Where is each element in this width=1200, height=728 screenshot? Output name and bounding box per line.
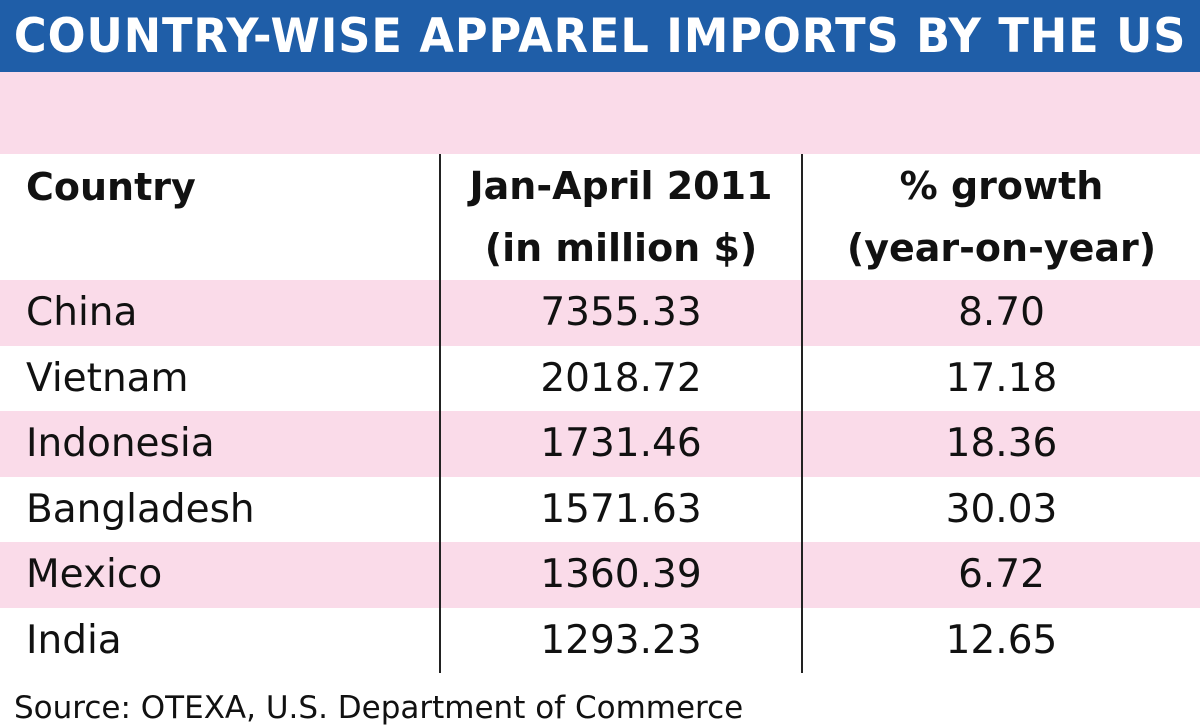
- growth-cell: 12.65: [801, 607, 1200, 673]
- column-header-imports: Jan-April 2011 (in million $): [439, 154, 802, 280]
- table-row: Mexico 1360.39 6.72: [0, 542, 1200, 608]
- table-row: India 1293.23 12.65: [0, 607, 1200, 673]
- source-note: Source: OTEXA, U.S. Department of Commer…: [14, 690, 744, 726]
- growth-cell: 6.72: [801, 542, 1200, 608]
- growth-cell: 18.36: [801, 411, 1200, 477]
- imports-cell: 1360.39: [439, 542, 802, 608]
- imports-cell: 1293.23: [439, 607, 802, 673]
- column-header-growth-line2: (year-on-year): [846, 226, 1157, 270]
- country-cell: China: [0, 280, 440, 346]
- country-cell: Bangladesh: [0, 476, 440, 542]
- imports-cell: 1571.63: [439, 476, 802, 542]
- column-header-growth: % growth (year-on-year): [801, 154, 1200, 280]
- growth-cell: 30.03: [801, 476, 1200, 542]
- imports-cell: 1731.46: [439, 411, 802, 477]
- header-row: Country Jan-April 2011 (in million $) % …: [0, 154, 1200, 280]
- country-cell: India: [0, 607, 440, 673]
- imports-cell: 2018.72: [439, 345, 802, 411]
- column-header-country-label: Country: [26, 165, 196, 209]
- column-header-growth-line1: % growth: [899, 164, 1104, 208]
- title-bar: COUNTRY-WISE APPAREL IMPORTS BY THE US: [0, 0, 1200, 72]
- column-header-imports-line1: Jan-April 2011: [469, 164, 773, 208]
- country-cell: Indonesia: [0, 411, 440, 477]
- table-row: China 7355.33 8.70: [0, 280, 1200, 346]
- table-row: Bangladesh 1571.63 30.03: [0, 476, 1200, 542]
- header-band: [0, 72, 1200, 154]
- table-row: Vietnam 2018.72 17.18: [0, 345, 1200, 411]
- column-header-imports-line2: (in million $): [484, 226, 758, 270]
- country-cell: Vietnam: [0, 345, 440, 411]
- imports-cell: 7355.33: [439, 280, 802, 346]
- imports-table: Country Jan-April 2011 (in million $) % …: [0, 154, 1200, 673]
- country-cell: Mexico: [0, 542, 440, 608]
- chart-title: COUNTRY-WISE APPAREL IMPORTS BY THE US: [13, 8, 1187, 64]
- column-header-country: Country: [0, 154, 440, 280]
- table-row: Indonesia 1731.46 18.36: [0, 411, 1200, 477]
- growth-cell: 17.18: [801, 345, 1200, 411]
- growth-cell: 8.70: [801, 280, 1200, 346]
